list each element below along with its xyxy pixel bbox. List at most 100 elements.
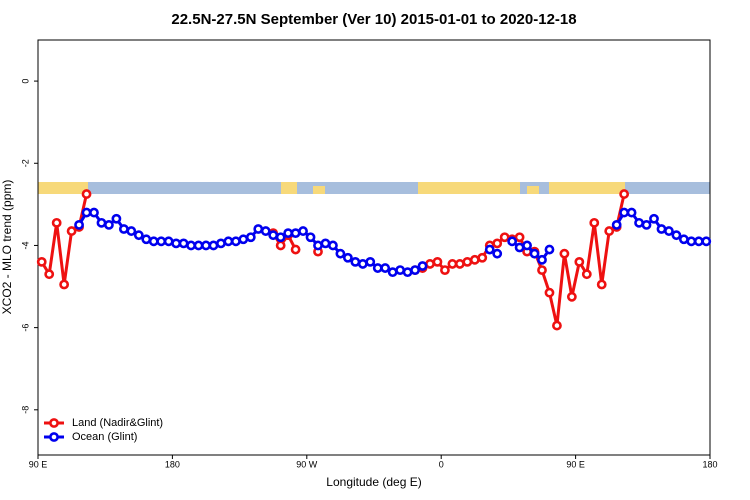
data-point xyxy=(649,213,659,224)
data-point xyxy=(469,254,480,265)
data-point xyxy=(74,220,84,230)
data-point xyxy=(81,207,92,218)
x-tick-label: 90 E xyxy=(29,459,48,469)
data-point xyxy=(328,240,338,251)
data-point xyxy=(484,244,495,255)
data-point xyxy=(514,242,525,253)
x-axis-title: Longitude (deg E) xyxy=(326,475,421,489)
data-point xyxy=(537,265,547,275)
data-point xyxy=(626,207,637,218)
chart-title: 22.5N-27.5N September (Ver 10) 2015-01-0… xyxy=(171,11,576,28)
data-point xyxy=(357,259,368,269)
data-point xyxy=(260,226,271,236)
data-point xyxy=(432,256,443,267)
x-tick-label: 90 W xyxy=(296,459,318,469)
data-point xyxy=(454,259,465,269)
data-point xyxy=(201,240,211,251)
data-point xyxy=(417,261,428,271)
data-point xyxy=(425,259,435,269)
data-point xyxy=(223,236,234,247)
data-point xyxy=(477,252,488,263)
data-point xyxy=(499,232,510,243)
data-point xyxy=(290,228,301,239)
data-point xyxy=(552,320,562,331)
data-point xyxy=(492,238,503,249)
data-point xyxy=(96,217,107,228)
data-point xyxy=(544,244,555,255)
data-point xyxy=(275,240,286,251)
data-point xyxy=(81,189,92,199)
data-point xyxy=(507,236,518,247)
data-point xyxy=(141,234,152,245)
map-strip xyxy=(38,182,710,194)
data-point xyxy=(36,256,47,267)
data-point xyxy=(104,220,114,230)
data-point xyxy=(193,240,204,251)
data-point xyxy=(253,224,264,234)
legend-marker xyxy=(49,418,59,428)
data-point xyxy=(126,226,137,236)
data-point xyxy=(372,263,383,273)
data-point xyxy=(544,287,555,298)
data-point xyxy=(111,213,122,224)
y-tick-label: -2 xyxy=(20,159,30,167)
data-point xyxy=(148,236,159,247)
y-tick-label: -6 xyxy=(20,324,30,332)
data-point xyxy=(320,238,331,249)
data-point xyxy=(462,256,473,267)
data-point xyxy=(559,248,570,259)
data-point xyxy=(522,240,532,251)
data-point xyxy=(66,226,77,236)
data-point xyxy=(664,226,674,236)
data-point xyxy=(268,230,279,241)
data-point xyxy=(230,236,241,247)
data-point xyxy=(298,226,308,236)
data-point xyxy=(619,189,630,199)
y-tick-label: -8 xyxy=(20,406,30,414)
data-point xyxy=(693,236,704,247)
data-point xyxy=(59,279,70,290)
legend-marker xyxy=(49,432,59,442)
data-point xyxy=(283,228,294,239)
x-tick-label: 180 xyxy=(702,459,717,469)
data-point xyxy=(387,267,398,278)
data-point xyxy=(89,207,99,218)
data-point xyxy=(619,207,630,218)
data-point xyxy=(581,269,592,280)
data-point xyxy=(492,248,503,259)
data-point xyxy=(395,265,406,275)
legend-label: Ocean (Glint) xyxy=(72,431,137,443)
data-point xyxy=(245,232,256,243)
data-point xyxy=(686,236,697,247)
data-point xyxy=(118,224,129,234)
data-point xyxy=(335,248,346,259)
data-point xyxy=(216,238,226,249)
data-point xyxy=(156,236,167,247)
data-point xyxy=(402,267,413,278)
data-point xyxy=(178,238,189,249)
data-point xyxy=(671,230,682,241)
x-tick-label: 180 xyxy=(165,459,180,469)
x-tick-label: 90 E xyxy=(566,459,585,469)
data-point xyxy=(410,265,420,275)
data-point xyxy=(44,269,55,280)
data-point xyxy=(380,263,391,273)
data-point xyxy=(350,256,361,267)
data-point xyxy=(537,254,547,265)
data-point xyxy=(701,236,712,247)
data-point xyxy=(589,217,600,228)
plot-frame xyxy=(37,39,711,456)
data-point xyxy=(656,224,667,234)
data-point xyxy=(611,220,622,230)
data-point xyxy=(238,234,249,245)
data-point xyxy=(634,217,644,228)
y-tick-label: -4 xyxy=(20,241,30,249)
data-point xyxy=(313,240,323,251)
data-point xyxy=(678,234,689,245)
data-point xyxy=(596,279,607,290)
data-point xyxy=(208,240,219,251)
data-point xyxy=(186,240,196,251)
data-point xyxy=(290,244,301,255)
data-point xyxy=(133,230,144,241)
